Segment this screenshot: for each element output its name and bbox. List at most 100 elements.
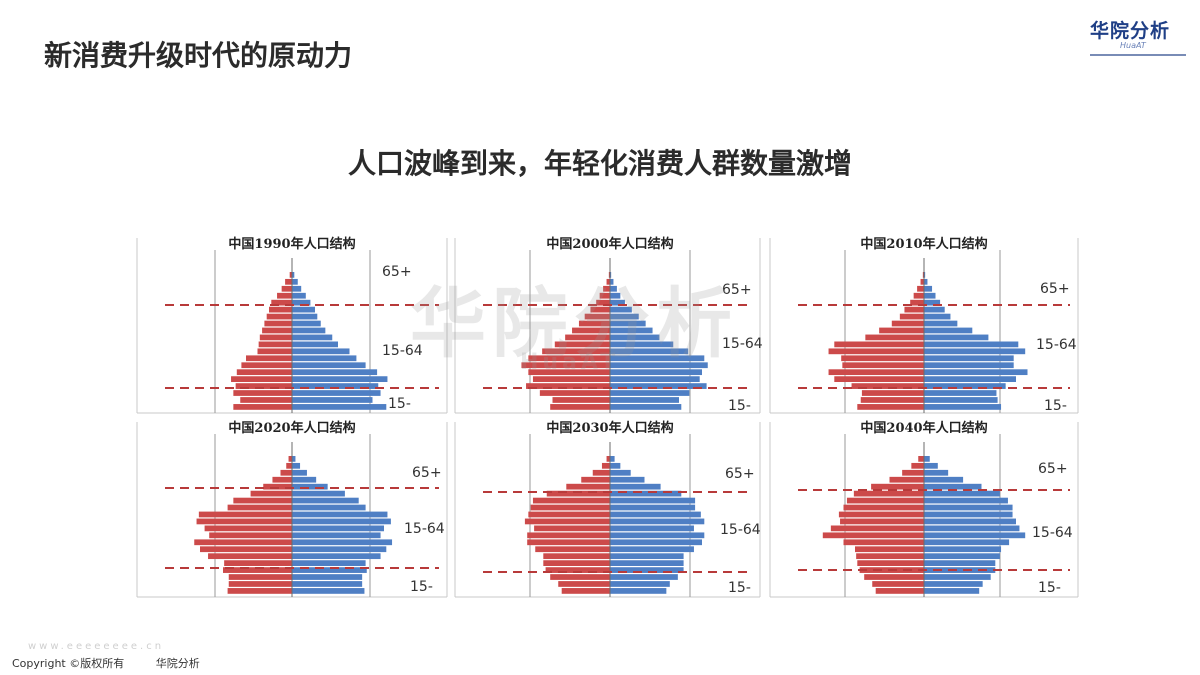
female-bar [292, 553, 381, 560]
male-bar [236, 369, 292, 376]
logo-sub: HuaAT [1120, 41, 1146, 50]
page-title: 新消费升级时代的原动力 [44, 39, 353, 72]
age-group-label: 15-64 [720, 522, 761, 538]
female-bar [924, 532, 1026, 539]
age-group-label: 15-64 [382, 343, 423, 359]
female-bar [292, 469, 307, 476]
female-bar [292, 581, 363, 587]
female-bar [924, 348, 1026, 355]
male-bar [846, 497, 924, 504]
female-bar [292, 539, 393, 546]
male-bar [546, 490, 610, 497]
male-bar [528, 369, 610, 376]
copyright-text: Copyright ©版权所有 [12, 657, 125, 670]
male-bar [841, 355, 924, 362]
female-bar [292, 456, 296, 462]
female-bar [924, 456, 930, 462]
female-bar [292, 497, 359, 504]
male-bar [271, 299, 292, 306]
male-bar [889, 476, 924, 483]
logo-underline [1090, 54, 1186, 56]
male-bar [606, 456, 610, 462]
female-bar [610, 313, 639, 320]
female-bar [610, 341, 674, 348]
male-bar [535, 546, 610, 553]
male-bar [532, 497, 610, 504]
female-bar [924, 476, 964, 483]
male-bar [209, 532, 292, 539]
female-bar [610, 348, 689, 355]
female-bar [924, 404, 1002, 410]
female-bar [292, 574, 363, 580]
male-bar [855, 546, 924, 553]
female-bar [924, 278, 928, 285]
female-bar [292, 369, 378, 376]
male-bar [822, 532, 924, 539]
male-bar [891, 320, 924, 327]
female-bar [610, 518, 705, 525]
male-bar [879, 327, 924, 334]
age-group-label: 15- [1038, 580, 1061, 596]
female-bar [292, 313, 318, 320]
female-bar [292, 299, 311, 306]
female-bar [292, 278, 298, 285]
male-bar [842, 362, 924, 369]
male-bar [843, 504, 924, 511]
male-bar [606, 278, 610, 285]
female-bar [292, 376, 388, 382]
male-bar [864, 574, 924, 580]
male-bar [542, 348, 610, 355]
female-bar [292, 272, 295, 278]
female-bar [924, 462, 938, 469]
female-bar [924, 497, 1008, 504]
male-bar [828, 348, 924, 355]
male-bar [258, 341, 292, 348]
male-bar [259, 334, 292, 341]
male-bar [910, 299, 924, 306]
female-bar [610, 462, 621, 469]
male-bar [257, 348, 292, 355]
female-bar [292, 292, 306, 299]
female-bar [924, 355, 1014, 362]
male-bar [608, 272, 610, 278]
male-bar [545, 567, 610, 573]
female-bar [924, 546, 1002, 553]
age-group-label: 15-64 [1032, 525, 1073, 541]
logo-text: 华院分析 [1090, 20, 1171, 42]
male-bar [527, 532, 610, 539]
male-bar [830, 525, 924, 532]
slide-subtitle: 人口波峰到来，年轻化消费人群数量激增 [347, 147, 852, 180]
female-bar [292, 327, 326, 334]
male-bar [603, 285, 610, 292]
male-bar [917, 285, 924, 292]
female-bar [292, 362, 366, 369]
male-bar [899, 313, 924, 320]
female-bar [924, 504, 1013, 511]
male-bar [228, 574, 292, 580]
age-group-label: 65+ [382, 264, 412, 280]
female-bar [610, 278, 614, 285]
male-bar [834, 376, 924, 382]
panel-title: 中国2040年人口结构 [860, 420, 987, 436]
female-bar [924, 341, 1019, 348]
male-bar [601, 462, 610, 469]
female-bar [924, 483, 982, 490]
male-bar [281, 285, 292, 292]
male-bar [204, 525, 292, 532]
male-bar [865, 334, 924, 341]
male-bar [851, 383, 924, 389]
female-bar [610, 320, 646, 327]
male-bar [524, 518, 610, 525]
male-bar [860, 397, 924, 403]
female-bar [924, 397, 998, 403]
female-bar [610, 285, 617, 292]
female-bar [610, 397, 679, 403]
female-bar [924, 588, 980, 594]
male-bar [828, 369, 924, 376]
male-bar [875, 588, 924, 594]
male-bar [224, 560, 292, 566]
male-bar [250, 490, 292, 497]
female-bar [610, 581, 670, 587]
female-bar [610, 327, 653, 334]
